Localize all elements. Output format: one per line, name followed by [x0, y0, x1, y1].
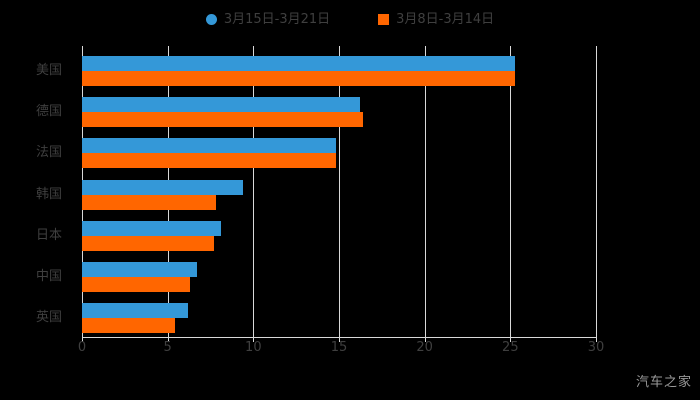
x-axis-label: 5 [163, 340, 172, 355]
bar-group [82, 138, 596, 169]
bar-series-b[interactable] [82, 235, 214, 251]
x-axis-label: 10 [245, 340, 262, 355]
bar-group [82, 179, 596, 210]
x-axis-label: 0 [77, 340, 87, 355]
bar-series-b[interactable] [82, 153, 336, 169]
y-axis-label: 英国 [35, 310, 62, 326]
y-axis-labels: 美国德国法国韩国日本中国英国 [0, 46, 72, 337]
bar-series-a[interactable] [82, 179, 244, 195]
gridline-10 [253, 46, 255, 337]
bar-group [82, 262, 596, 292]
square-marker-icon [378, 13, 390, 25]
bar-series-b[interactable] [82, 194, 216, 210]
gridline-25 [510, 46, 512, 337]
bar-series-b[interactable] [82, 112, 363, 128]
bar-series-a[interactable] [82, 303, 189, 319]
bar-group [82, 220, 596, 251]
plot-area [82, 46, 597, 337]
x-axis-labels: 0 5 10 15 20 25 30 [0, 341, 700, 359]
gridline-15 [339, 46, 340, 337]
bar-group [82, 97, 596, 128]
gridline-20 [424, 46, 426, 337]
bar-series-a[interactable] [82, 262, 197, 277]
legend-item-series-b[interactable]: 3月8日-3月14日 [378, 13, 494, 26]
x-tick-25 [510, 337, 512, 342]
y-axis-label: 日本 [35, 227, 62, 243]
y-axis-label: 中国 [35, 269, 62, 284]
x-tick-15 [339, 337, 340, 342]
bar-group [82, 56, 596, 86]
legend-label-series-a: 3月15日-3月21日 [223, 11, 331, 27]
y-axis-label: 韩国 [35, 186, 62, 202]
legend-label-series-b: 3月8日-3月14日 [396, 11, 495, 27]
bar-series-b[interactable] [82, 277, 190, 292]
y-axis-label: 美国 [35, 63, 62, 78]
bar-series-b[interactable] [82, 318, 175, 334]
x-tick-5 [167, 337, 169, 342]
bar-series-a[interactable] [82, 138, 336, 154]
bar-series-b[interactable] [82, 71, 516, 86]
circle-marker-icon [205, 13, 217, 25]
watermark-text: 汽车之家 [635, 375, 692, 390]
x-tick-30 [596, 337, 597, 342]
bar-series-a[interactable] [82, 56, 516, 71]
chart-legend: 3月15日-3月21日 3月8日-3月14日 [0, 8, 700, 30]
bar-group [82, 303, 596, 334]
x-tick-0 [82, 337, 83, 342]
x-axis-label: 30 [587, 340, 605, 355]
x-tick-20 [424, 337, 426, 342]
x-axis-label: 20 [416, 340, 433, 355]
y-axis-label: 法国 [35, 145, 62, 161]
bar-series-a[interactable] [82, 220, 221, 236]
y-axis-label: 德国 [35, 104, 62, 120]
x-tick-10 [253, 337, 255, 342]
gridline-30 [596, 46, 597, 337]
bar-series-a[interactable] [82, 97, 360, 113]
x-axis-label: 25 [502, 340, 519, 355]
x-axis-label: 15 [330, 340, 348, 355]
legend-item-series-a[interactable]: 3月15日-3月21日 [205, 11, 331, 27]
